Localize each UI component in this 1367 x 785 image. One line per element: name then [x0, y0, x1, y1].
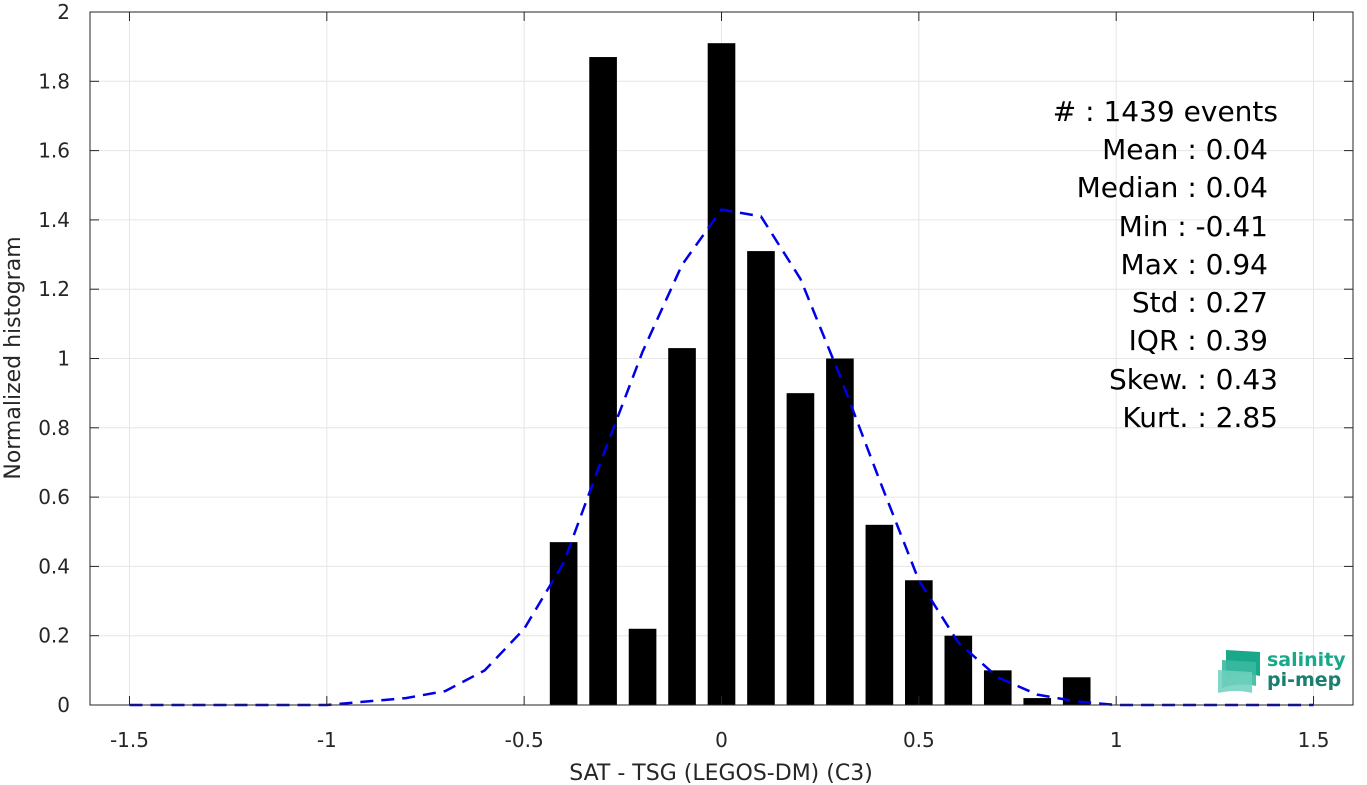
x-tick-label: 0 [715, 728, 728, 752]
y-tick-label: 1.4 [38, 208, 70, 232]
stat-max: Max : 0.94 [1121, 248, 1268, 281]
histogram-bar [826, 358, 854, 705]
y-tick-label: 1.8 [38, 69, 70, 93]
histogram-bar [865, 524, 894, 705]
y-tick-label: 0.2 [38, 624, 70, 648]
histogram-bar [1023, 698, 1052, 705]
histogram-bar [983, 670, 1012, 705]
histogram-bar [905, 580, 933, 705]
x-tick-label: 0.5 [903, 728, 935, 752]
y-tick-label: 0.8 [38, 416, 70, 440]
statistics-annotation: # : 1439 events Mean : 0.04 Median : 0.0… [1053, 95, 1278, 434]
stat-std: Std : 0.27 [1132, 286, 1268, 319]
y-tick-label: 1.2 [38, 277, 70, 301]
histogram-bar [944, 635, 973, 705]
logo-wave-icon [1218, 650, 1260, 693]
histogram-bar [747, 251, 775, 705]
y-tick-label: 1 [57, 347, 70, 371]
stat-iqr: IQR : 0.39 [1129, 324, 1268, 357]
x-tick-label: 1 [1110, 728, 1123, 752]
y-tick-label: 1.6 [38, 139, 70, 163]
logo-text-salinity: salinity [1267, 649, 1346, 671]
histogram-bar [786, 393, 815, 705]
histogram-bar [707, 43, 736, 706]
y-tick-label: 0 [57, 693, 70, 717]
histogram-bar [549, 542, 578, 705]
stat-median: Median : 0.04 [1077, 171, 1268, 204]
y-tick-label: 2 [57, 0, 70, 24]
stat-skewness: Skew. : 0.43 [1109, 363, 1278, 396]
y-axis-label: Normalized histogram [1, 236, 26, 479]
stat-events: # : 1439 events [1053, 95, 1278, 128]
x-tick-label: -1 [317, 728, 337, 752]
histogram-bar [628, 628, 657, 705]
stat-kurtosis: Kurt. : 2.85 [1122, 401, 1278, 434]
x-tick-label: -1.5 [110, 728, 149, 752]
y-tick-label: 0.4 [38, 554, 70, 578]
stat-mean: Mean : 0.04 [1102, 133, 1268, 166]
logo-text-pi-mep: pi-mep [1267, 669, 1341, 691]
x-tick-label: 1.5 [1298, 728, 1330, 752]
salinity-pi-mep-logo: salinity pi-mep [1218, 649, 1346, 693]
stat-min: Min : -0.41 [1119, 210, 1268, 243]
histogram-bars [549, 43, 1091, 706]
x-tick-label: -0.5 [505, 728, 544, 752]
axis-ticks: -1.5 -1 -0.5 0 0.5 1 1.5 0 0.2 0.4 0.6 0.8 1 1.2 1.4 1.… [38, 0, 1353, 752]
histogram-bar [668, 348, 696, 705]
histogram-bar [589, 57, 617, 706]
y-tick-label: 0.6 [38, 485, 70, 509]
x-axis-label: SAT - TSG (LEGOS-DM) (C3) [569, 761, 873, 785]
